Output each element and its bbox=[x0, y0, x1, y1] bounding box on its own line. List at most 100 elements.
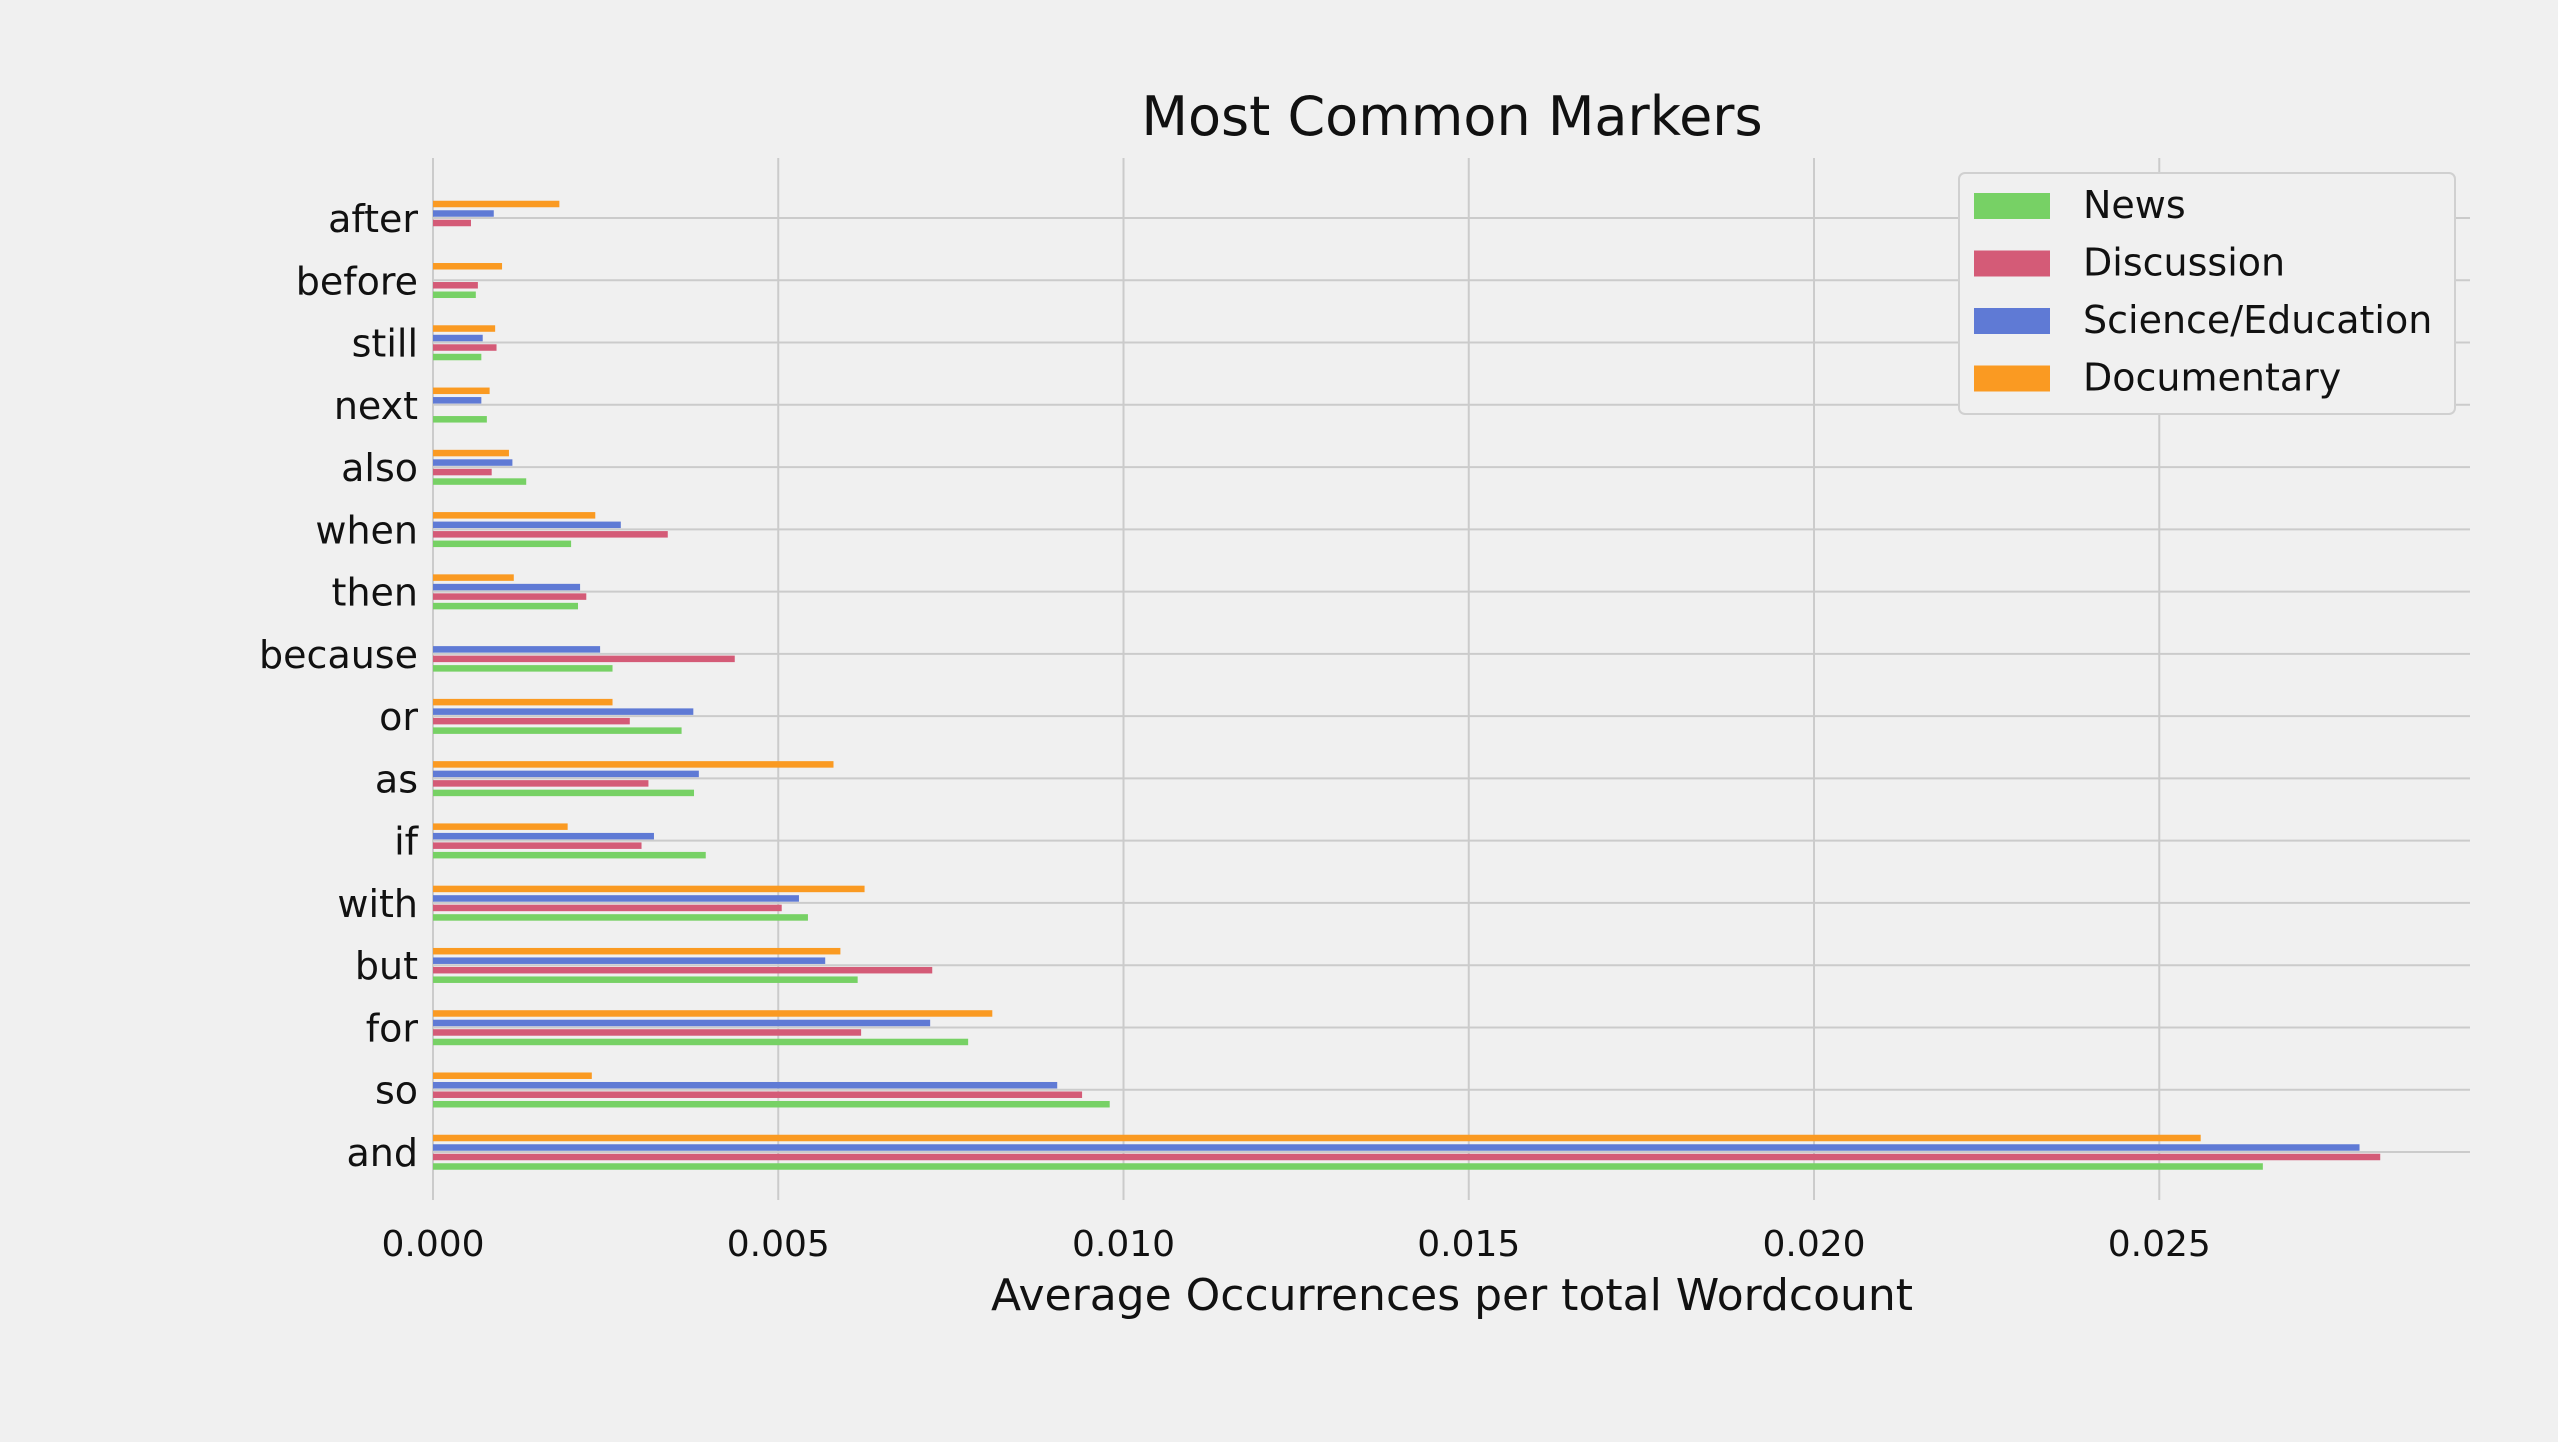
y-tick-label-if: if bbox=[394, 820, 420, 864]
legend: News Discussion Science/Education Documenta… bbox=[1958, 172, 2456, 415]
y-tick-label-or: or bbox=[379, 695, 418, 739]
bar-news-if bbox=[433, 851, 706, 859]
bar-documentary-then bbox=[433, 574, 514, 581]
bar-discussion-because bbox=[433, 655, 735, 663]
legend-label-news: News bbox=[2083, 183, 2186, 227]
x-tick-label: 0.000 bbox=[381, 1224, 484, 1265]
legend-swatch-science-education bbox=[1974, 308, 2050, 334]
y-tick-label-but: but bbox=[355, 944, 418, 988]
bar-documentary-with bbox=[433, 885, 865, 893]
bar-news-so bbox=[433, 1100, 1110, 1108]
y-tick-label-next: next bbox=[334, 384, 418, 428]
bar-documentary-after bbox=[433, 200, 560, 208]
bar-discussion-also bbox=[433, 468, 492, 476]
x-tick-label: 0.005 bbox=[727, 1224, 830, 1265]
bar-news-and bbox=[433, 1163, 2263, 1170]
x-axis-label: Average Occurrences per total Wordcount bbox=[991, 1270, 1913, 1321]
bar-discussion-if bbox=[433, 842, 642, 849]
bar-news-but bbox=[433, 976, 858, 983]
bar-discussion-but bbox=[433, 966, 933, 974]
legend-items: News Discussion Science/Education Documenta… bbox=[1974, 183, 2432, 400]
legend-label-discussion: Discussion bbox=[2083, 241, 2285, 285]
y-tick-label-before: before bbox=[296, 259, 418, 303]
bars-layer bbox=[433, 200, 2381, 1170]
y-tick-label-so: so bbox=[375, 1069, 418, 1113]
legend-swatch-news bbox=[1974, 193, 2050, 219]
bar-documentary-but bbox=[433, 947, 841, 955]
bar-news-because bbox=[433, 665, 613, 672]
bar-documentary-for bbox=[433, 1010, 993, 1017]
bar-discussion-after bbox=[433, 219, 471, 227]
bar-discussion-or bbox=[433, 717, 630, 725]
legend-frame bbox=[1958, 172, 2456, 415]
bar-news-also bbox=[433, 478, 527, 485]
y-tick-label-as: as bbox=[375, 757, 418, 801]
bar-science-education-also bbox=[433, 459, 513, 466]
bar-science-education-when bbox=[433, 521, 621, 529]
bar-news-next bbox=[433, 416, 487, 423]
y-tick-label-still: still bbox=[352, 322, 418, 366]
y-tick-labels: and so for but with if as or because then when also… bbox=[259, 197, 420, 1175]
bar-discussion-still bbox=[433, 344, 497, 351]
bar-news-when bbox=[433, 540, 572, 548]
bar-science-education-as bbox=[433, 770, 699, 778]
bar-news-then bbox=[433, 602, 579, 610]
bar-documentary-also bbox=[433, 449, 509, 457]
bar-science-education-with bbox=[433, 895, 799, 902]
bar-science-education-after bbox=[433, 210, 494, 217]
bar-discussion-when bbox=[433, 531, 668, 538]
x-tick-label: 0.015 bbox=[1417, 1224, 1520, 1265]
bar-documentary-before bbox=[433, 263, 503, 270]
y-tick-label-because: because bbox=[259, 633, 418, 677]
bar-science-education-still bbox=[433, 334, 483, 342]
x-tick-label: 0.020 bbox=[1762, 1224, 1865, 1265]
bar-science-education-and bbox=[433, 1144, 2360, 1151]
bar-discussion-with bbox=[433, 904, 782, 912]
bar-discussion-for bbox=[433, 1029, 862, 1036]
bar-news-still bbox=[433, 353, 482, 361]
y-tick-label-for: for bbox=[366, 1006, 419, 1050]
chart-title: Most Common Markers bbox=[1141, 85, 1762, 148]
y-tick-label-also: also bbox=[341, 446, 418, 490]
bar-news-or bbox=[433, 727, 682, 734]
bar-documentary-when bbox=[433, 512, 596, 519]
legend-label-documentary: Documentary bbox=[2083, 356, 2341, 400]
bar-documentary-or bbox=[433, 698, 613, 706]
bar-discussion-then bbox=[433, 593, 587, 600]
bar-science-education-because bbox=[433, 646, 601, 653]
bar-documentary-still bbox=[433, 325, 496, 332]
bar-science-education-but bbox=[433, 957, 826, 964]
bar-science-education-next bbox=[433, 397, 482, 404]
y-tick-label-then: then bbox=[332, 571, 418, 615]
legend-label-science-education: Science/Education bbox=[2083, 298, 2432, 342]
bar-science-education-if bbox=[433, 832, 654, 840]
bar-documentary-and bbox=[433, 1134, 2201, 1142]
legend-swatch-discussion bbox=[1974, 250, 2050, 277]
bar-news-as bbox=[433, 789, 695, 797]
x-tick-label: 0.025 bbox=[2108, 1224, 2211, 1265]
bar-discussion-and bbox=[433, 1153, 2381, 1161]
bar-science-education-then bbox=[433, 583, 581, 591]
bar-news-for bbox=[433, 1038, 969, 1046]
legend-swatch-documentary bbox=[1974, 365, 2050, 392]
x-tick-labels: 0.000 0.005 0.010 0.015 0.020 0.025 bbox=[381, 1224, 2210, 1265]
y-tick-label-with: with bbox=[337, 882, 418, 926]
y-tick-label-when: when bbox=[315, 508, 418, 552]
bar-science-education-for bbox=[433, 1019, 931, 1027]
bar-news-before bbox=[433, 291, 476, 299]
x-tick-label: 0.010 bbox=[1072, 1224, 1175, 1265]
bar-documentary-so bbox=[433, 1072, 592, 1079]
y-tick-label-and: and bbox=[347, 1131, 419, 1175]
bar-news-with bbox=[433, 914, 808, 921]
bar-science-education-or bbox=[433, 708, 694, 715]
y-tick-label-after: after bbox=[328, 197, 418, 241]
bar-documentary-as bbox=[433, 761, 834, 768]
bar-science-education-so bbox=[433, 1081, 1058, 1089]
bar-discussion-before bbox=[433, 282, 478, 289]
bar-documentary-next bbox=[433, 387, 490, 395]
bar-discussion-as bbox=[433, 780, 649, 787]
bar-documentary-if bbox=[433, 823, 568, 830]
bar-discussion-so bbox=[433, 1091, 1083, 1098]
